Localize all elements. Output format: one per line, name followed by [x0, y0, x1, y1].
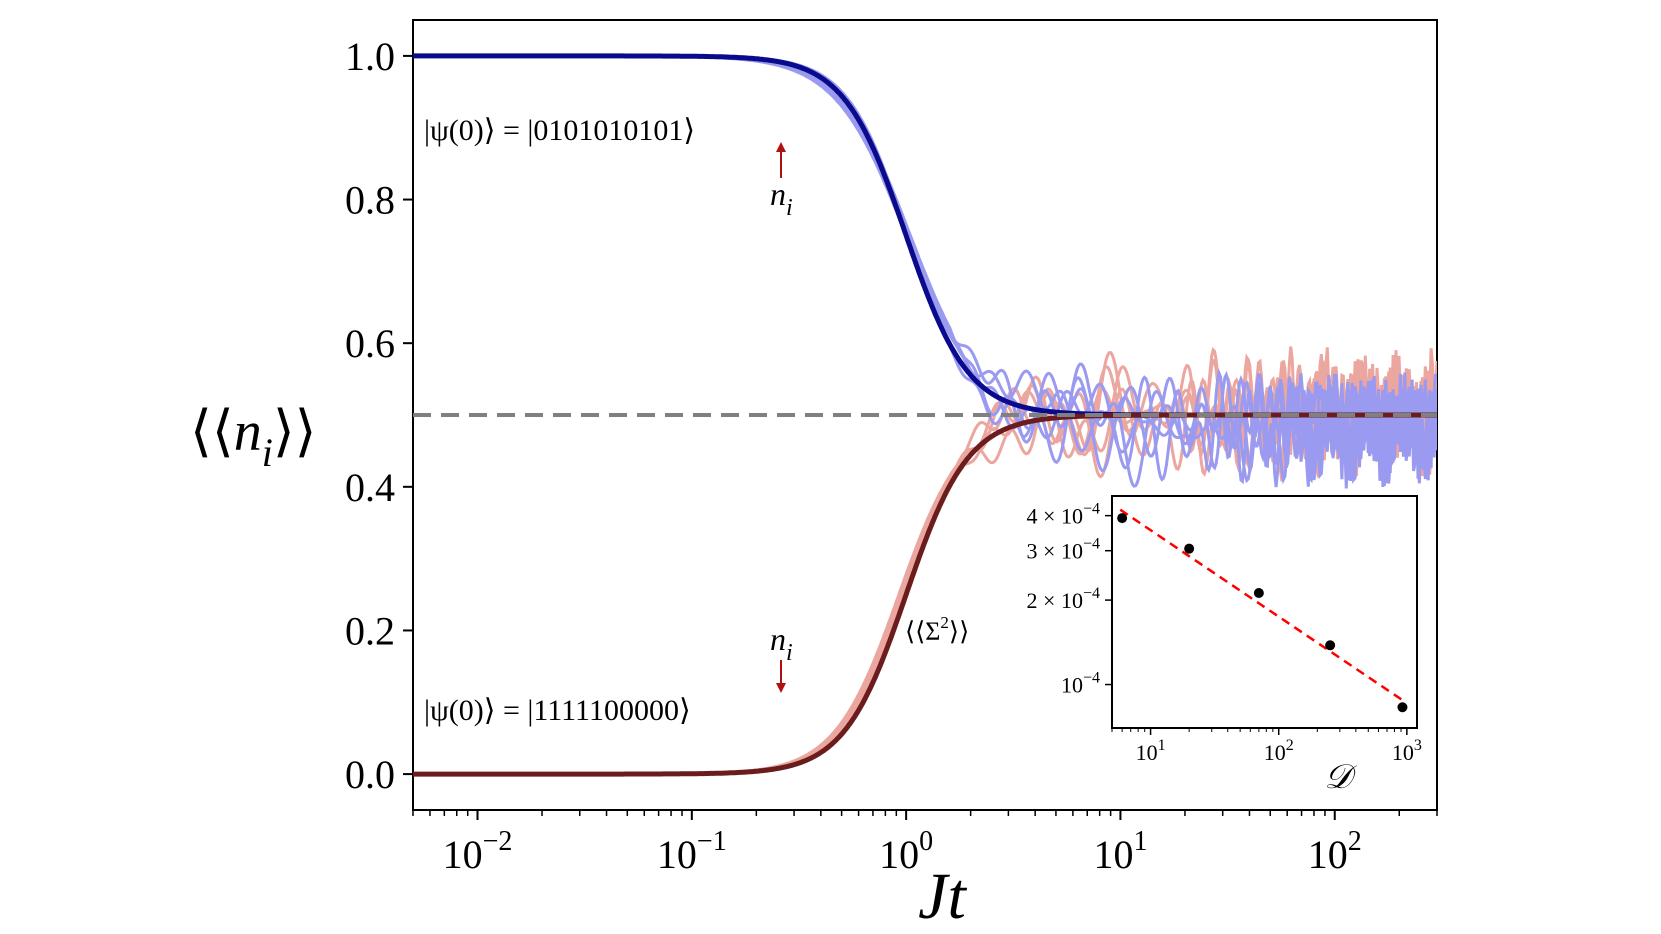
y-tick-label: 1.0 [345, 34, 395, 79]
inset-y-tick-label: 2 × 10−4 [1027, 585, 1100, 613]
state-label-top: |ψ(0)⟩ = |0101010101⟩ [424, 114, 695, 147]
arrow-label-bottom: ni [770, 621, 793, 666]
x-tick-label: 102 [1308, 826, 1362, 877]
inset-y-tick-label: 4 × 10−4 [1027, 501, 1100, 529]
inset-data-point [1397, 702, 1408, 713]
state-label-bottom: |ψ(0)⟩ = |1111100000⟩ [424, 694, 691, 727]
y-tick-label: 0.6 [345, 321, 395, 366]
x-tick-label: 10−2 [443, 826, 513, 877]
x-tick-label: 101 [1093, 826, 1147, 877]
y-tick-label: 0.0 [345, 752, 395, 797]
x-tick-label: 100 [879, 826, 933, 877]
inset-y-tick-label: 10−4 [1061, 670, 1100, 698]
inset-fit-line [1119, 508, 1404, 702]
inset-axes-frame [1111, 495, 1418, 729]
y-tick-label: 0.2 [345, 608, 395, 653]
inset-data-point [1325, 640, 1336, 651]
inset-content [1117, 508, 1408, 713]
inset-y-tick-label: 3 × 10−4 [1027, 536, 1100, 564]
inset-background [1112, 496, 1417, 728]
inset-data-point [1253, 587, 1264, 598]
inset-y-label: ⟨⟨Σ2⟩⟩ [905, 613, 969, 646]
arrow-label-top: ni [770, 176, 793, 221]
main-ticks: 0.0 0.2 0.4 0.6 0.8 1.0 10−2 10−1 100 101 102 [345, 34, 1438, 877]
y-axis-label: ⟨⟨ni⟩⟩ [190, 401, 317, 475]
y-tick-label: 0.8 [345, 178, 395, 223]
x-tick-label: 10−1 [657, 826, 727, 877]
inset-ticks: 101 102 103 4 × 10−4 3 × 10−4 2 × 10−4 10−4 [1027, 501, 1422, 765]
x-axis-label: Jt [918, 860, 967, 933]
inset-x-tick-label: 101 [1136, 737, 1166, 765]
inset-x-tick-label: 103 [1392, 737, 1422, 765]
y-tick-label: 0.4 [345, 465, 395, 510]
inset-data-point [1117, 513, 1128, 524]
inset-x-label: 𝒟 [1324, 757, 1357, 797]
inset-x-tick-label: 102 [1264, 737, 1294, 765]
inset-data-point [1184, 543, 1195, 554]
